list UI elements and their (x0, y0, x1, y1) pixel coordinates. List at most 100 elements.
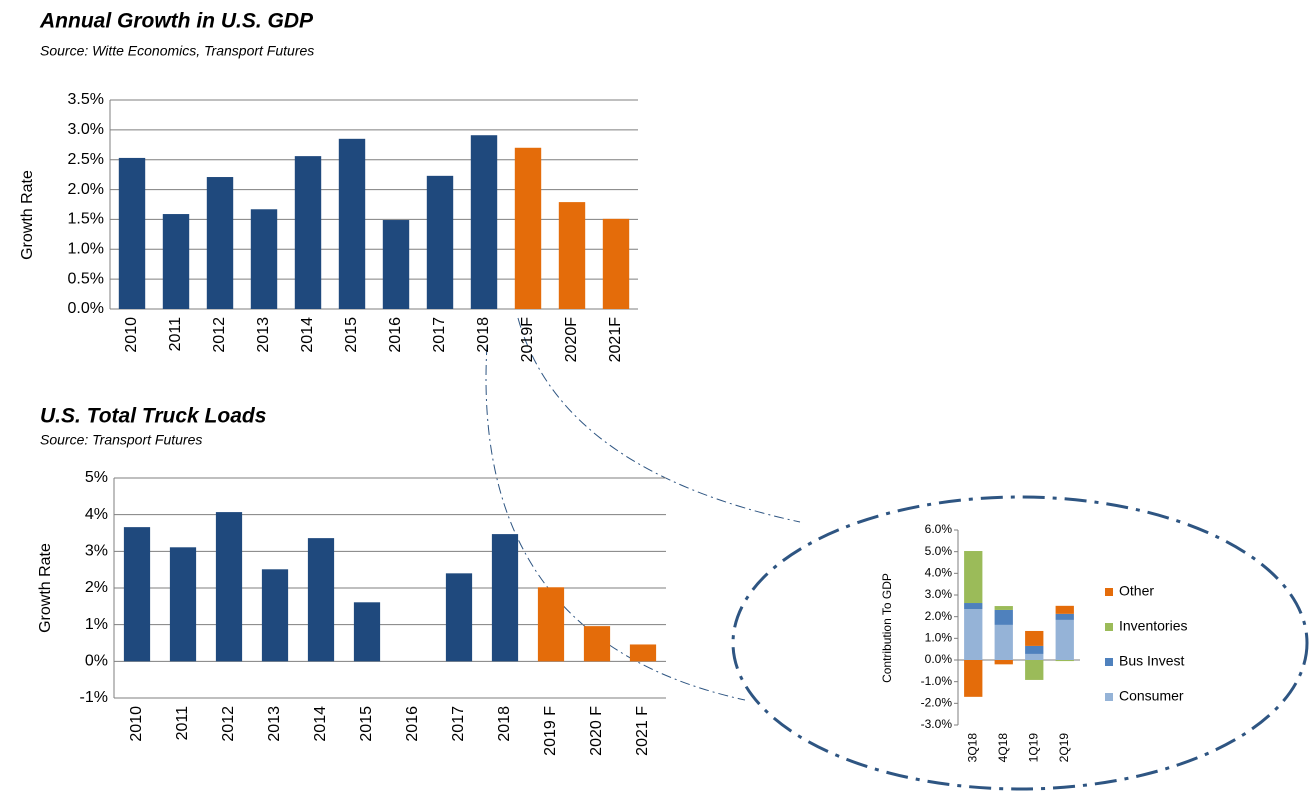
bar (583, 626, 611, 662)
bar-segment (1025, 630, 1044, 646)
x-tick-label: 2016 (404, 706, 421, 742)
bar (250, 209, 278, 309)
y-tick-label: 2% (85, 579, 108, 596)
bar-segment (1025, 653, 1044, 660)
x-tick-label: 2012 (220, 706, 237, 742)
bar (514, 147, 542, 309)
legend-label: Other (1119, 583, 1154, 599)
bar-segment (1025, 645, 1044, 654)
bar-segment (1025, 660, 1044, 680)
y-tick-label: 1.0% (68, 241, 104, 258)
y-tick-label: 0.0% (925, 652, 953, 666)
y-axis-label: Growth Rate (37, 543, 54, 633)
bar (162, 214, 190, 309)
x-tick-label: 2017 (431, 317, 448, 353)
y-tick-label: 1.5% (68, 211, 104, 228)
x-tick-label: 3Q18 (965, 733, 979, 763)
y-tick-label: 4% (85, 506, 108, 523)
legend-swatch (1105, 588, 1113, 596)
x-tick-label: 2018 (475, 317, 492, 353)
x-tick-label: 2013 (255, 317, 272, 353)
bar-segment (964, 660, 983, 697)
bar (629, 644, 657, 662)
bar (353, 602, 381, 662)
bar (261, 569, 289, 662)
bar (294, 156, 322, 309)
bar (169, 547, 197, 662)
legend-swatch (1105, 623, 1113, 631)
y-tick-label: 0% (85, 653, 108, 670)
y-axis-label: Growth Rate (19, 170, 36, 260)
legend-label: Inventories (1119, 618, 1187, 634)
y-tick-label: 0.5% (68, 270, 104, 287)
bar-segment (1055, 605, 1074, 614)
y-tick-label: 3% (85, 543, 108, 560)
zoom-line (485, 344, 746, 701)
bar-segment (964, 609, 983, 660)
x-tick-label: 2019 F (542, 706, 559, 756)
bar-segment (1055, 619, 1074, 660)
x-tick-label: 2014 (312, 706, 329, 742)
y-tick-label: 3.0% (925, 587, 953, 601)
x-tick-label: 2013 (266, 706, 283, 742)
y-tick-label: -2.0% (921, 696, 953, 710)
chart-title: Annual Growth in U.S. GDP (39, 10, 314, 33)
chart-title: U.S. Total Truck Loads (40, 405, 266, 428)
y-tick-label: 1% (85, 616, 108, 633)
x-tick-label: 2015 (343, 317, 360, 353)
bar (307, 538, 335, 662)
bar-segment (994, 660, 1013, 665)
y-tick-label: 4.0% (925, 566, 953, 580)
y-tick-label: 0.0% (68, 300, 104, 317)
bar (215, 512, 243, 662)
bar (491, 534, 519, 662)
chart-subtitle: Source: Transport Futures (40, 432, 202, 448)
x-tick-label: 2Q19 (1057, 733, 1071, 763)
x-tick-label: 2011 (167, 317, 184, 352)
legend-label: Bus Invest (1119, 653, 1184, 669)
bar-segment (964, 551, 983, 604)
bar (123, 527, 151, 662)
y-tick-label: 1.0% (925, 631, 953, 645)
legend-label: Consumer (1119, 688, 1184, 704)
x-tick-label: 2014 (299, 317, 316, 353)
x-tick-label: 1Q19 (1026, 733, 1040, 763)
bar (445, 573, 473, 662)
bar (382, 220, 410, 309)
y-tick-label: 3.0% (68, 121, 104, 138)
y-tick-label: 3.5% (68, 91, 104, 108)
y-tick-label: 2.0% (925, 609, 953, 623)
x-tick-label: 2010 (123, 317, 140, 353)
bar (602, 218, 630, 309)
x-tick-label: 2020 F (588, 706, 605, 756)
x-tick-label: 2021 F (634, 706, 651, 756)
y-tick-label: -3.0% (921, 717, 953, 731)
x-tick-label: 2020F (563, 317, 580, 363)
x-tick-label: 2010 (128, 706, 145, 742)
bar-segment (964, 603, 983, 610)
y-tick-label: 2.5% (68, 151, 104, 168)
zoom-ellipse (731, 495, 1309, 791)
y-tick-label: 2.0% (68, 181, 104, 198)
x-tick-label: 2017 (450, 706, 467, 742)
x-tick-label: 2021F (607, 317, 624, 363)
y-tick-label: 5.0% (925, 544, 953, 558)
legend-swatch (1105, 693, 1113, 701)
bar-segment (1055, 660, 1074, 662)
bar-segment (1055, 613, 1074, 620)
y-tick-label: 6.0% (925, 522, 953, 536)
bar (537, 587, 565, 662)
x-tick-label: 2016 (387, 317, 404, 353)
chart-subtitle: Source: Witte Economics, Transport Futur… (40, 43, 314, 59)
bar (206, 177, 234, 309)
zoom-line (517, 317, 801, 523)
bar (426, 175, 454, 309)
y-axis-label: Contribution To GDP (880, 573, 894, 683)
y-tick-label: 5% (85, 469, 108, 486)
y-tick-label: -1% (80, 689, 108, 706)
bar-segment (994, 624, 1013, 660)
bar-segment (994, 609, 1013, 625)
bar (338, 138, 366, 309)
